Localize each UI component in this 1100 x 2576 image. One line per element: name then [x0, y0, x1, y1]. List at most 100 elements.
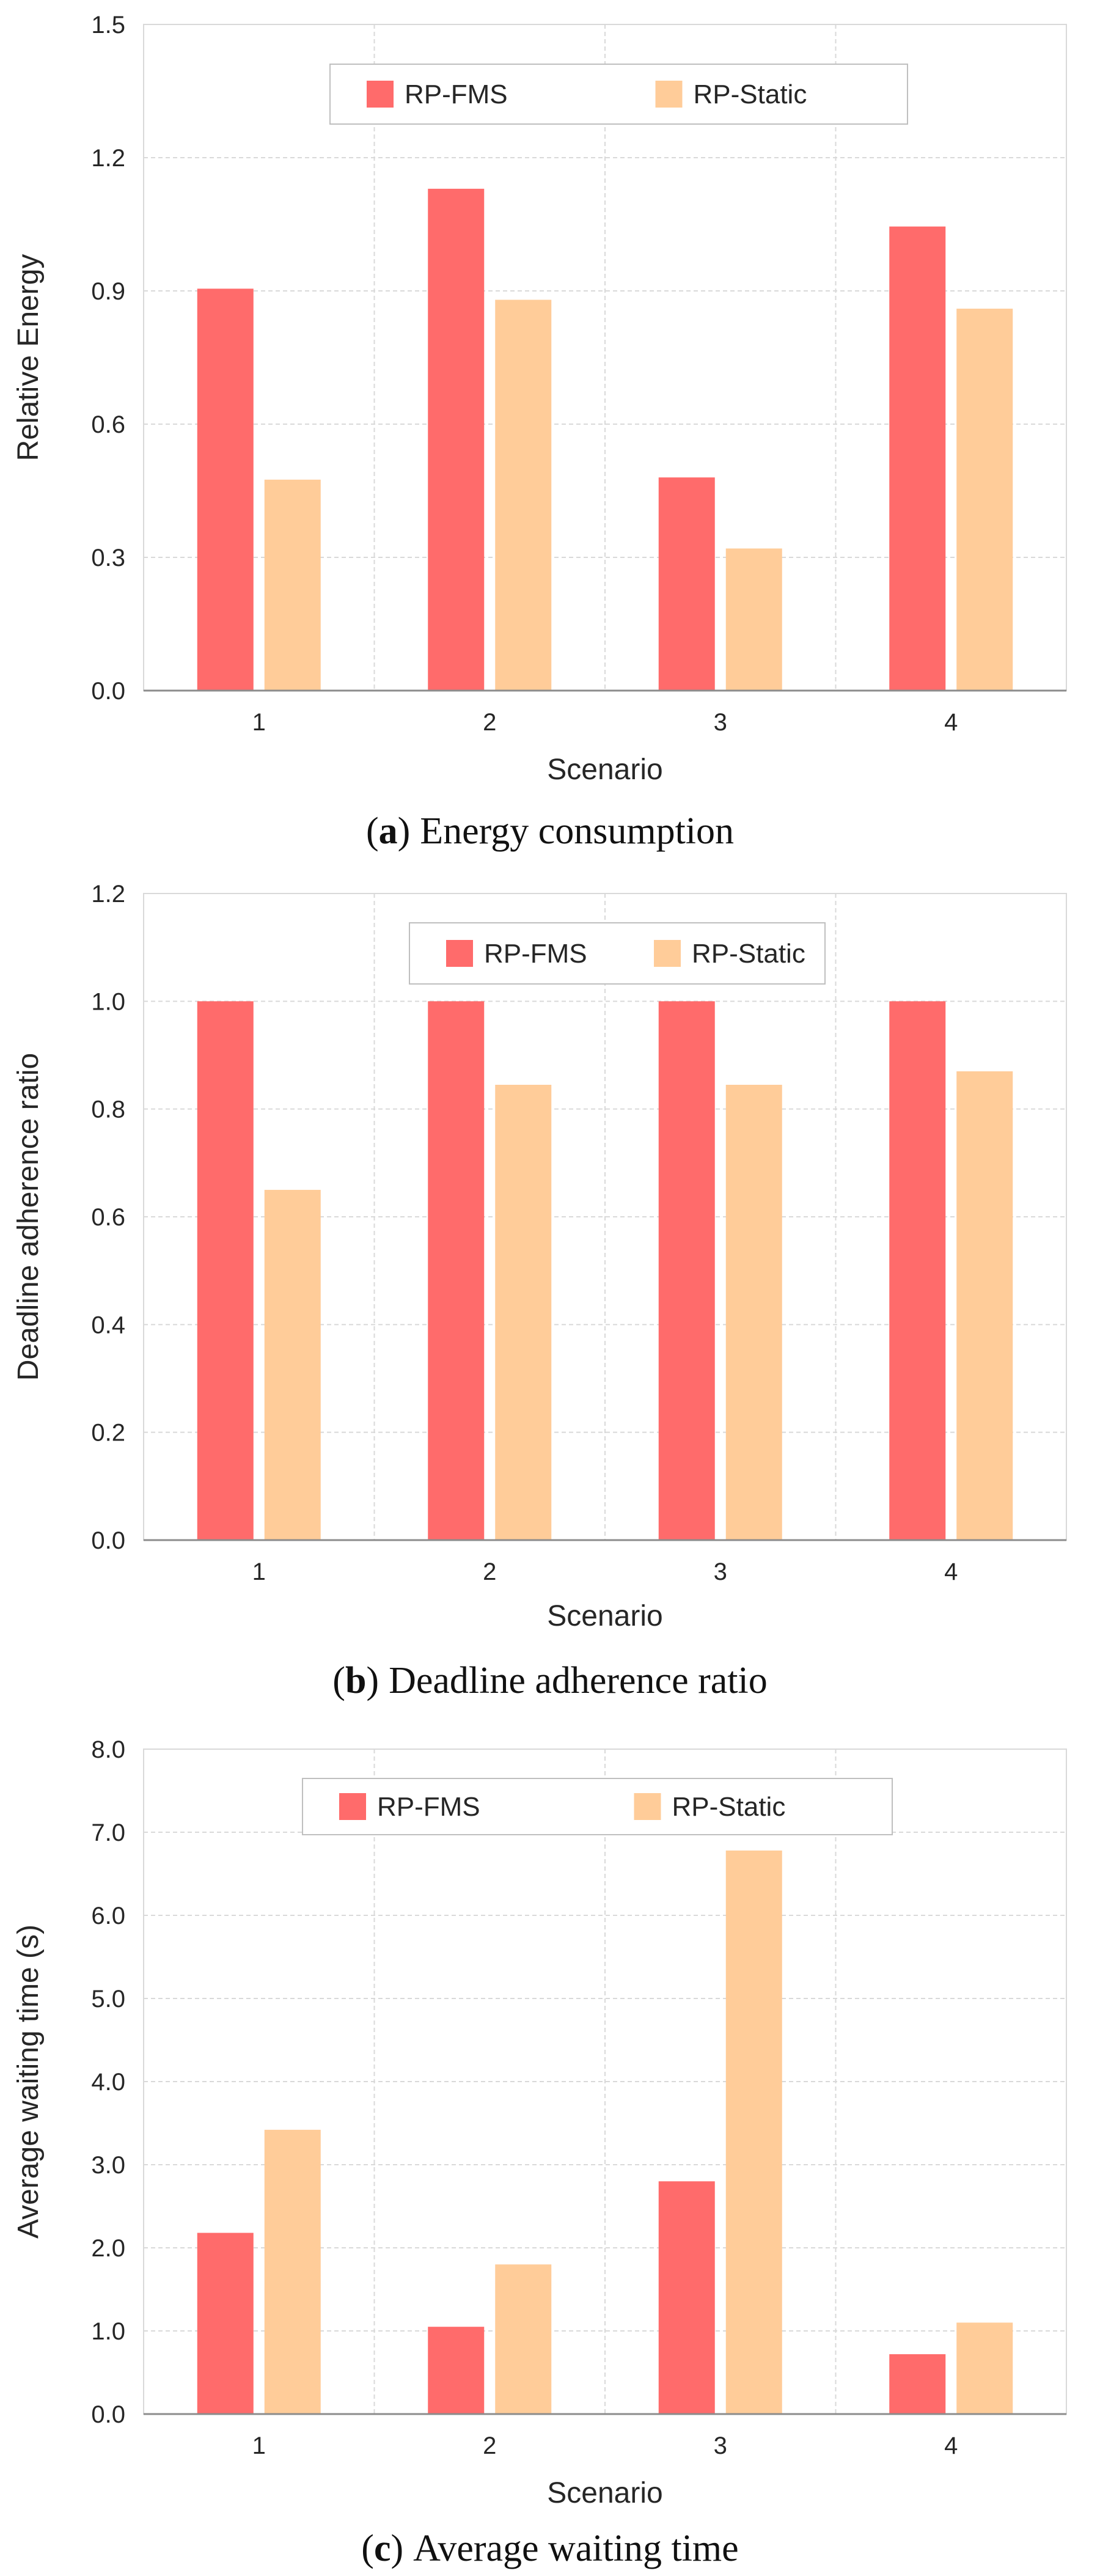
- bar-rp-static-scenario-3: [725, 548, 782, 691]
- bar-rp-static-scenario-4: [956, 2322, 1013, 2414]
- y-tick-label: 0.0: [91, 1527, 125, 1554]
- deadline-chart: 0.0 0.2 0.4 0.6 0.8 1.0 1.2 1 2 3 4 Scenario Deadlin…: [12, 881, 1067, 1701]
- bar-rp-static-scenario-1: [264, 2129, 321, 2414]
- legend-label-rp-fms: RP-FMS: [377, 1792, 480, 1822]
- energy-chart: 0.0 0.3 0.6 0.9 1.2 1.5 1 2 3 4 Scenario Relative E…: [12, 12, 1067, 852]
- x-axis-title: Scenario: [547, 754, 662, 786]
- y-tick-label: 0.6: [91, 1204, 125, 1231]
- figure-caption: (a) Energy consumption: [366, 810, 734, 852]
- y-tick-label: 0.3: [91, 545, 125, 571]
- y-tick-label: 4.0: [91, 2069, 125, 2096]
- y-tick-label: 0.2: [91, 1420, 125, 1447]
- y-tick-label: 1.0: [91, 988, 125, 1015]
- y-tick-label: 1.2: [91, 145, 125, 172]
- y-tick-label: 0.9: [91, 278, 125, 305]
- bar-rp-static-scenario-2: [495, 299, 552, 691]
- x-tick-label: 3: [714, 1558, 727, 1585]
- x-tick-label: 3: [714, 709, 727, 736]
- legend-swatch-rp-fms: [367, 81, 394, 108]
- legend-swatch-rp-fms: [339, 1793, 366, 1820]
- x-tick-label: 4: [944, 709, 958, 736]
- bar-rp-static-scenario-1: [264, 479, 321, 691]
- bar-rp-fms-scenario-3: [658, 1001, 715, 1540]
- legend-label-rp-static: RP-Static: [672, 1792, 786, 1822]
- waiting-chart: 0.0 1.0 2.0 3.0 4.0 5.0 6.0 7.0 8.0 1 2 3 4 Scenario A…: [12, 1736, 1067, 2569]
- chart-panel-waiting: 0.0 1.0 2.0 3.0 4.0 5.0 6.0 7.0 8.0 1 2 3 4 Scenario A…: [0, 1717, 1100, 2576]
- bar-rp-static-scenario-3: [725, 1084, 782, 1540]
- legend-box: [409, 922, 826, 985]
- figure-caption: (b) Deadline adherence ratio: [332, 1660, 767, 1701]
- caption-open-paren: (: [361, 2528, 374, 2569]
- bar-rp-static-scenario-4: [956, 309, 1013, 691]
- x-tick-label: 2: [483, 2432, 496, 2459]
- bar-rp-static-scenario-2: [495, 2264, 552, 2414]
- legend-swatch-rp-static: [634, 1793, 661, 1820]
- x-tick-label: 1: [252, 1558, 266, 1585]
- bar-rp-fms-scenario-4: [889, 2354, 946, 2414]
- x-tick-label: 1: [252, 2432, 266, 2459]
- chart-panel-energy: 0.0 0.3 0.6 0.9 1.2 1.5 1 2 3 4 Scenario Relative E…: [0, 0, 1100, 862]
- bar-rp-fms-scenario-2: [428, 1001, 485, 1540]
- x-tick-label: 1: [252, 709, 266, 736]
- bar-rp-static-scenario-3: [725, 1850, 782, 2414]
- caption-close-paren: ): [391, 2528, 403, 2569]
- legend-box: [329, 64, 908, 125]
- x-tick-label: 3: [714, 2432, 727, 2459]
- caption-close-paren: ): [398, 810, 411, 852]
- legend-label-rp-static: RP-Static: [694, 79, 807, 109]
- caption-open-paren: (: [366, 810, 379, 852]
- legend-label-rp-fms: RP-FMS: [484, 939, 587, 969]
- x-tick-label: 2: [483, 709, 496, 736]
- y-tick-label: 8.0: [91, 1736, 125, 1763]
- y-tick-label: 5.0: [91, 1986, 125, 2013]
- bar-rp-fms-scenario-3: [658, 2181, 715, 2414]
- x-tick-label: 4: [944, 1558, 958, 1585]
- x-tick-label: 2: [483, 1558, 496, 1585]
- bar-rp-fms-scenario-1: [197, 288, 254, 691]
- legend-box: [302, 1778, 893, 1835]
- y-tick-label: 0.0: [91, 678, 125, 705]
- y-tick-label: 0.6: [91, 411, 125, 438]
- legend-label-rp-static: RP-Static: [692, 939, 805, 969]
- y-tick-label: 3.0: [91, 2152, 125, 2179]
- y-tick-label: 1.5: [91, 12, 125, 39]
- y-axis-title: Deadline adherence ratio: [12, 1053, 45, 1381]
- y-tick-label: 2.0: [91, 2235, 125, 2262]
- caption-letter: a: [379, 810, 398, 852]
- legend: RP-FMS RP-Static: [329, 64, 908, 125]
- legend-label-rp-fms: RP-FMS: [405, 79, 508, 109]
- legend: RP-FMS RP-Static: [302, 1778, 893, 1835]
- chart-panel-deadline: 0.0 0.2 0.4 0.6 0.8 1.0 1.2 1 2 3 4 Scenario Deadlin…: [0, 862, 1100, 1717]
- figure-caption: (c) Average waiting time: [361, 2528, 738, 2569]
- bar-rp-fms-scenario-4: [889, 226, 946, 691]
- y-tick-label: 7.0: [91, 1819, 125, 1846]
- bar-rp-fms-scenario-1: [197, 1001, 254, 1540]
- x-axis-title: Scenario: [547, 1600, 662, 1632]
- y-axis-title: Average waiting time (s): [12, 1925, 45, 2239]
- bar-rp-fms-scenario-4: [889, 1001, 946, 1540]
- caption-open-paren: (: [332, 1660, 345, 1701]
- y-tick-label: 0.4: [91, 1312, 125, 1338]
- legend: RP-FMS RP-Static: [409, 922, 826, 985]
- y-tick-label: 1.0: [91, 2318, 125, 2345]
- caption-text: Energy consumption: [420, 810, 734, 852]
- bar-rp-fms-scenario-2: [428, 188, 485, 691]
- x-tick-label: 4: [944, 2432, 958, 2459]
- y-axis-title: Relative Energy: [12, 254, 45, 461]
- caption-close-paren: ): [366, 1660, 379, 1701]
- bar-rp-static-scenario-2: [495, 1084, 552, 1540]
- y-tick-label: 0.0: [91, 2401, 125, 2428]
- x-axis-title: Scenario: [547, 2477, 662, 2509]
- bar-rp-static-scenario-4: [956, 1071, 1013, 1540]
- caption-text: Average waiting time: [413, 2528, 739, 2569]
- caption-letter: b: [345, 1660, 366, 1701]
- caption-letter: c: [374, 2528, 391, 2569]
- bar-rp-fms-scenario-1: [197, 2233, 254, 2414]
- legend-swatch-rp-fms: [446, 940, 473, 967]
- bar-rp-fms-scenario-3: [658, 477, 715, 691]
- legend-swatch-rp-static: [655, 81, 683, 108]
- bar-rp-fms-scenario-2: [428, 2327, 485, 2414]
- y-tick-label: 0.8: [91, 1096, 125, 1123]
- bar-rp-static-scenario-1: [264, 1189, 321, 1540]
- y-tick-label: 1.2: [91, 881, 125, 908]
